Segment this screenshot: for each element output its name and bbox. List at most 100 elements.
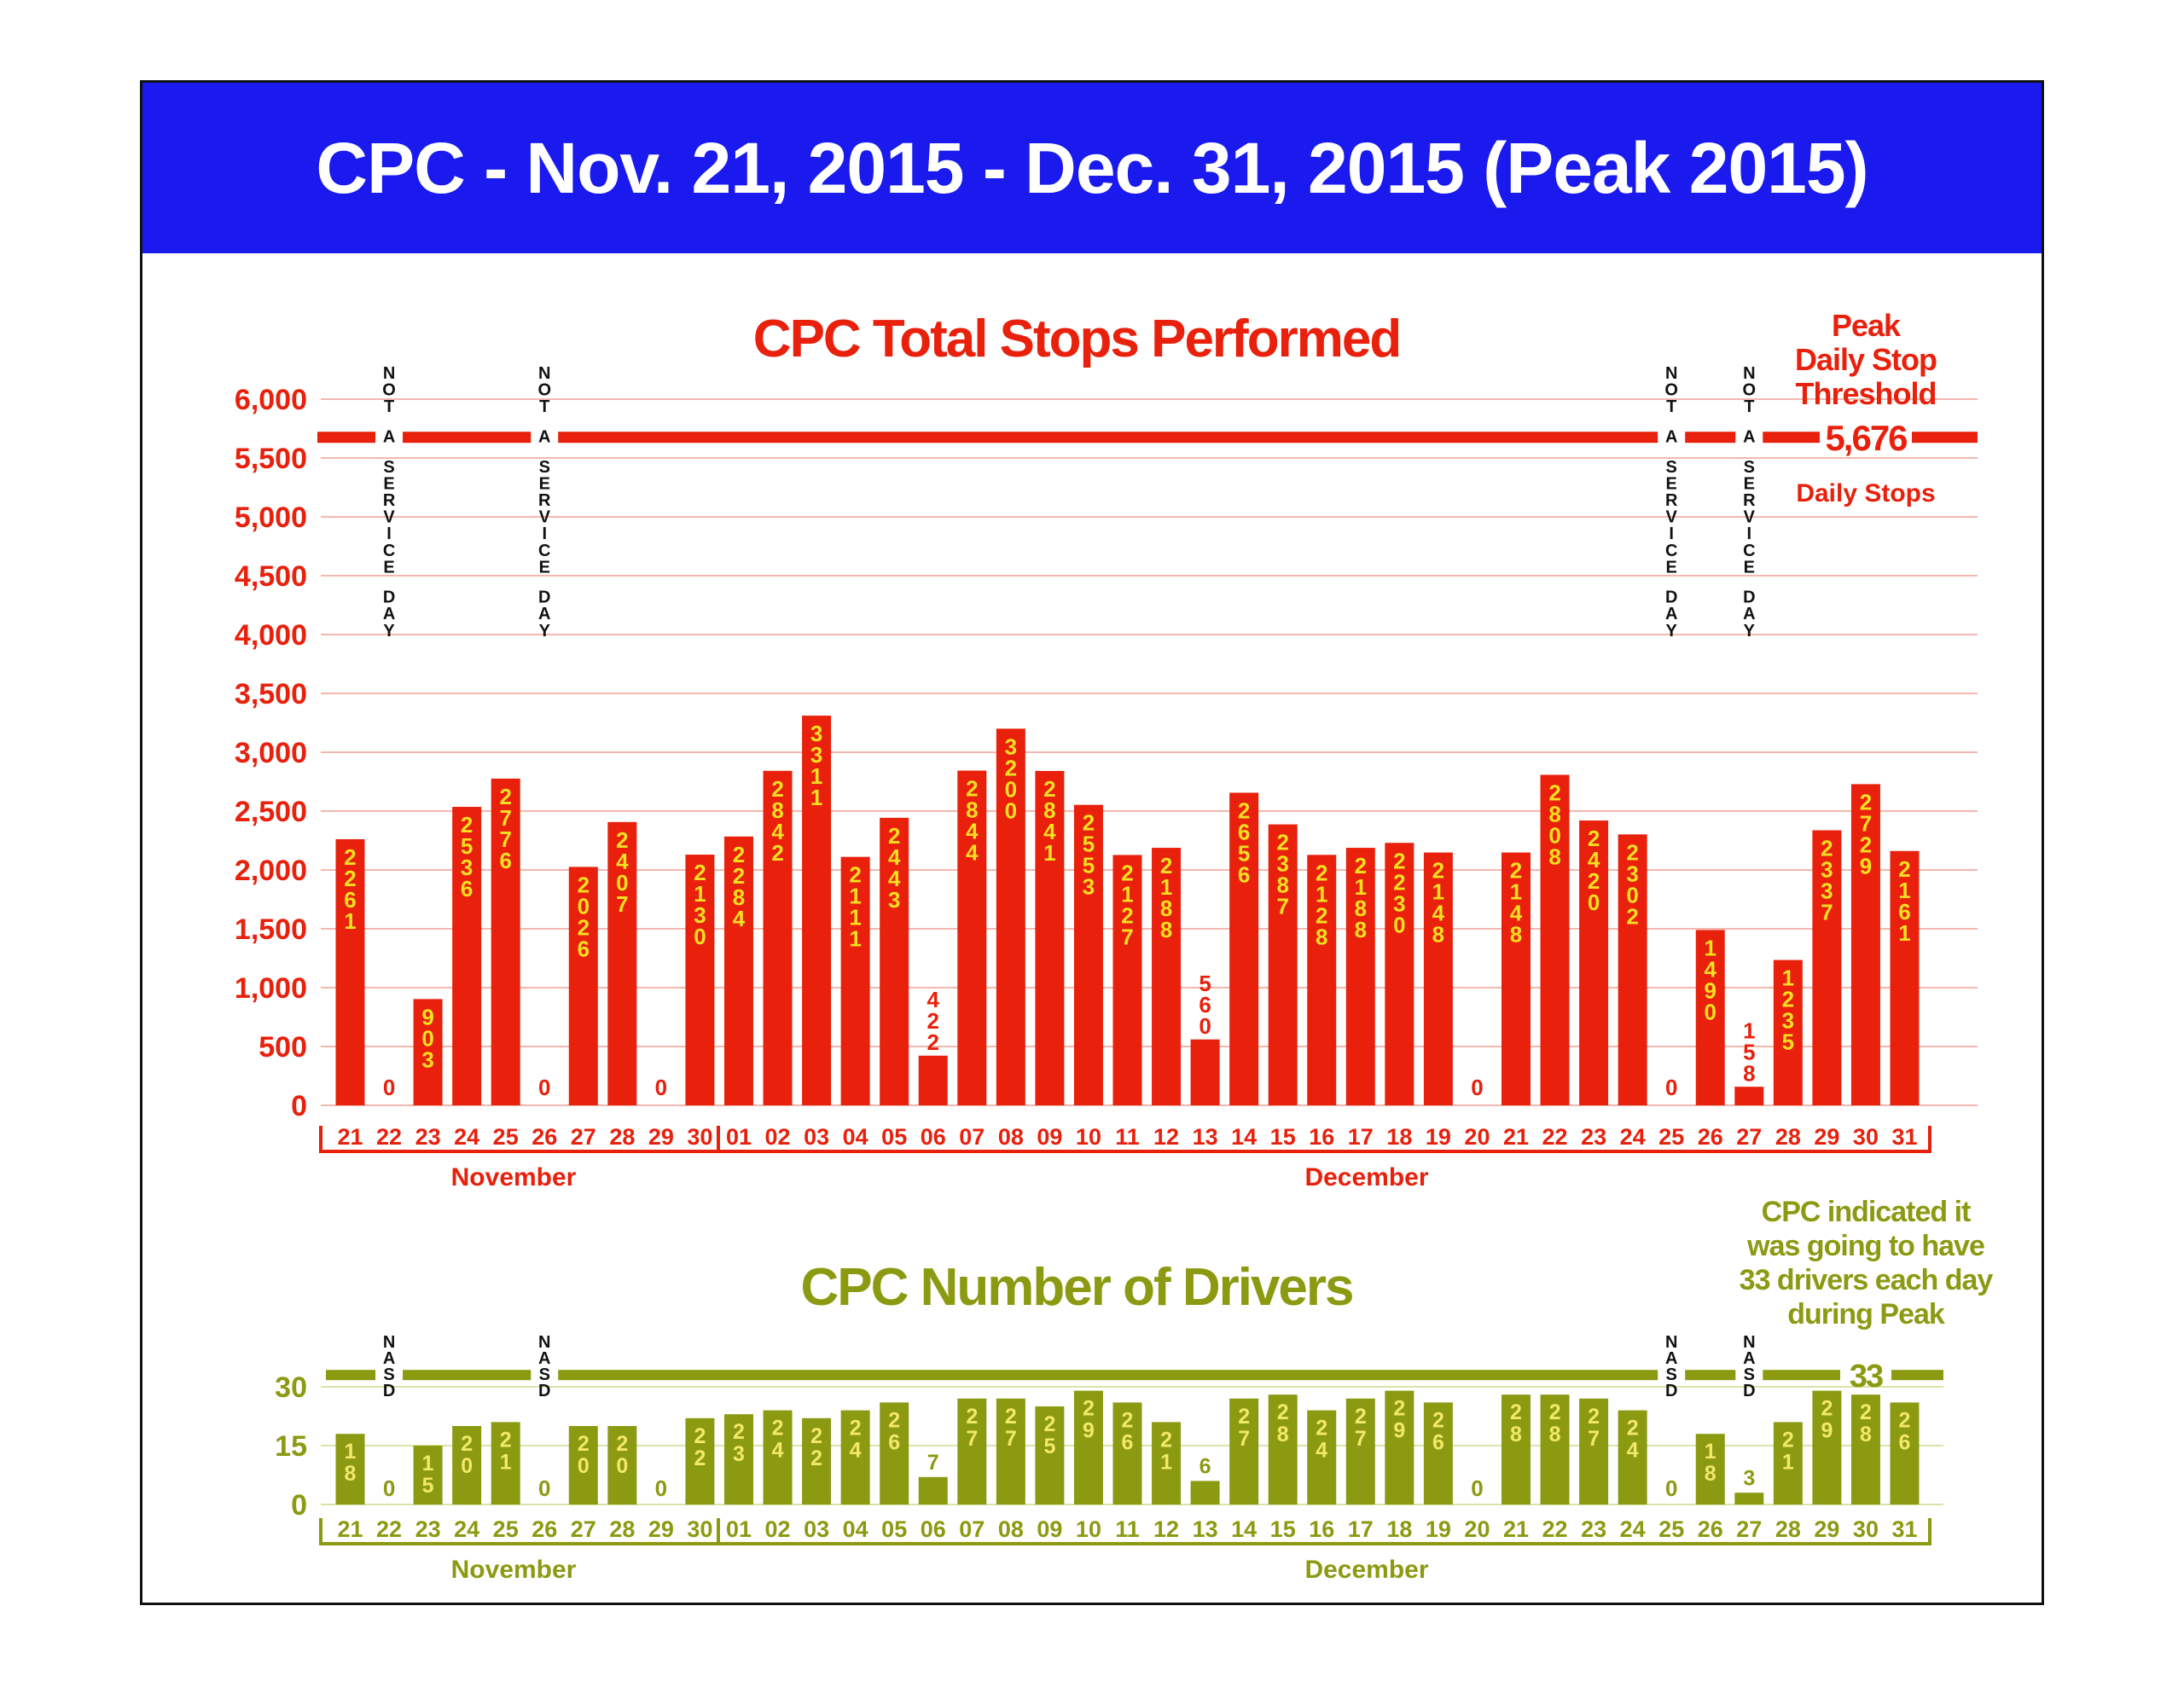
bar-value-digit: 1	[1510, 879, 1522, 905]
bar-value-digit: 2	[1276, 830, 1288, 855]
not-service-day-letter: T	[539, 397, 549, 416]
not-service-day-letter: N	[538, 1333, 550, 1352]
x-tick-label: 16	[1309, 1516, 1334, 1542]
bar-value-digit: 9	[1083, 1419, 1095, 1443]
bar-value-digit: 2	[1899, 1408, 1911, 1432]
bar-value-digit: 2	[578, 914, 590, 940]
month-label-december: December	[1304, 1556, 1428, 1584]
bar	[1345, 1398, 1375, 1504]
not-service-day-letter: Y	[383, 622, 395, 641]
bar-value-digit: 8	[1743, 1060, 1755, 1086]
not-service-day-letter: R	[383, 491, 396, 510]
x-tick-label: 29	[648, 1124, 674, 1150]
bar-value-digit: 2	[733, 863, 745, 889]
bar-value-digit: 2	[500, 1428, 512, 1452]
bar-value-digit: 2	[1083, 1397, 1095, 1421]
bar-value-label: 0	[655, 1075, 667, 1100]
y-tick-label: 1,000	[235, 972, 307, 1005]
bar-value-digit: 2	[499, 784, 511, 809]
bar-value-digit: 2	[1782, 1428, 1794, 1452]
threshold-note: during Peak	[1787, 1298, 1945, 1330]
bar-value-digit: 2	[1160, 1428, 1172, 1452]
x-tick-label: 11	[1115, 1124, 1140, 1150]
bar-value-digit: 0	[694, 924, 706, 949]
bar-value-digit: 2	[927, 1029, 939, 1055]
x-tick-label: 18	[1386, 1516, 1412, 1542]
not-service-day-letter: C	[1743, 542, 1755, 560]
not-service-day-letter: N	[538, 364, 550, 383]
bar-value-label: 0	[383, 1075, 395, 1100]
x-tick-label: 26	[1698, 1516, 1723, 1542]
x-tick-label: 23	[1581, 1124, 1606, 1150]
bar-value-digit: 8	[1510, 922, 1522, 948]
bar-value-digit: 4	[888, 844, 901, 870]
not-service-day-letter: V	[1744, 508, 1756, 527]
x-tick-label: 27	[571, 1516, 596, 1542]
bar-value-digit: 2	[1821, 835, 1833, 861]
bar	[1695, 1434, 1725, 1504]
bar	[996, 728, 1025, 1105]
bar	[491, 778, 520, 1105]
bar	[1618, 1410, 1647, 1504]
y-tick-label: 500	[258, 1031, 307, 1064]
not-service-day-letter: O	[1664, 381, 1678, 400]
not-service-day-letter: S	[539, 458, 550, 477]
not-service-day-letter: S	[1666, 458, 1677, 477]
bar-value-digit: 9	[421, 1004, 433, 1029]
not-service-day-letter: E	[539, 558, 550, 577]
x-tick-label: 17	[1348, 1124, 1374, 1150]
bar-value-digit: 4	[771, 819, 784, 844]
x-tick-label: 22	[376, 1516, 402, 1542]
bar	[880, 817, 909, 1105]
bar	[880, 1402, 909, 1504]
bar-value-digit: 0	[578, 893, 590, 919]
x-tick-label: 09	[1037, 1124, 1062, 1150]
not-service-day-letter: Y	[1744, 622, 1756, 641]
bar-value-digit: 2	[616, 827, 628, 853]
bar-value-digit: 2	[1355, 853, 1367, 878]
bar-value-digit: 2	[1316, 1417, 1327, 1441]
not-service-day-letter: E	[1666, 474, 1677, 493]
bar-value-digit: 2	[966, 1405, 978, 1429]
x-tick-label: 29	[1814, 1516, 1839, 1542]
x-tick-label: 02	[765, 1124, 791, 1150]
x-tick-label: 21	[1503, 1516, 1529, 1542]
bar-value-digit: 8	[771, 797, 783, 823]
x-tick-label: 02	[765, 1516, 791, 1542]
bar-value-digit: 2	[1588, 1405, 1600, 1429]
bar	[1734, 1493, 1764, 1504]
x-tick-label: 30	[687, 1124, 712, 1150]
bar-value-digit: 3	[1005, 733, 1017, 759]
bar	[1890, 850, 1920, 1105]
bar	[607, 821, 637, 1105]
bar	[335, 838, 365, 1105]
x-tick-label: 01	[726, 1516, 752, 1542]
bar-value-digit: 2	[733, 842, 745, 867]
bar-value-label: 0	[538, 1075, 550, 1100]
x-tick-label: 26	[531, 1124, 557, 1150]
not-service-day-letter: V	[539, 508, 551, 527]
not-service-day-letter: A	[1743, 427, 1755, 446]
bar-value-digit: 1	[1316, 881, 1327, 907]
bar-value-digit: 2	[1238, 797, 1250, 823]
bar-value-digit: 2	[578, 872, 590, 897]
x-tick-label: 25	[1658, 1124, 1684, 1150]
x-tick-label: 06	[921, 1516, 946, 1542]
bar-value-digit: 8	[1316, 924, 1327, 949]
x-tick-label: 23	[415, 1124, 441, 1150]
bar-value-digit: 2	[1510, 1400, 1522, 1424]
bar-value-digit: 1	[849, 926, 861, 952]
bar	[1190, 1481, 1220, 1504]
not-service-day-letter: A	[1665, 1349, 1677, 1368]
bar-value-digit: 3	[888, 887, 900, 913]
